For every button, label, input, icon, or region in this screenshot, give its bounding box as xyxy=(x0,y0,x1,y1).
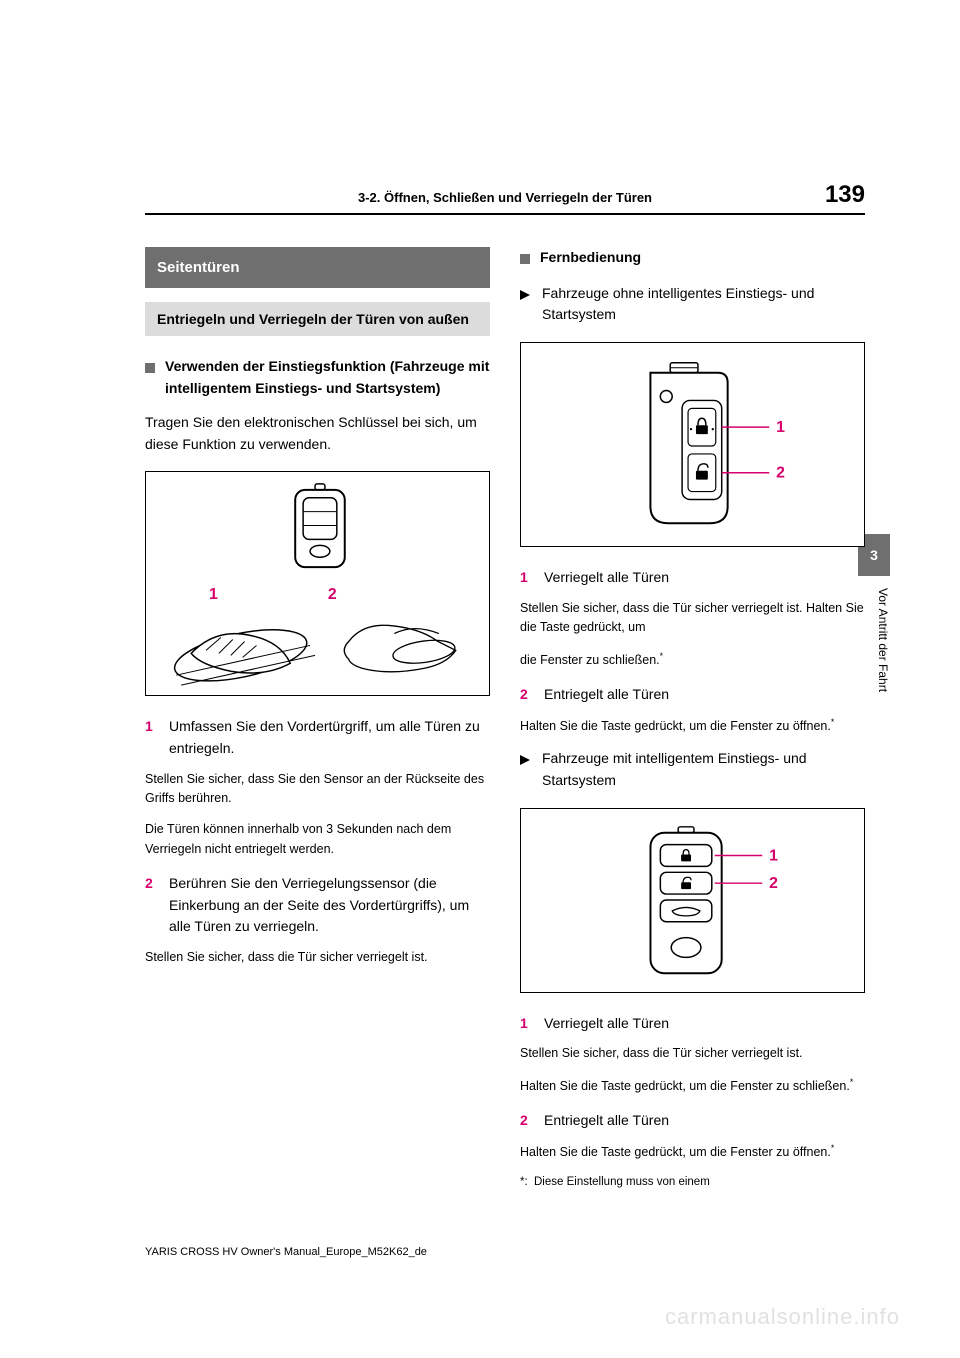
bullet-text: Verwenden der Einstiegsfunktion (Fahrzeu… xyxy=(165,356,490,399)
footnote: *: Diese Einstellung muss von einem xyxy=(520,1174,865,1192)
step-number: 2 xyxy=(145,873,159,938)
step-text: Entriegelt alle Türen xyxy=(544,684,865,706)
step-item: 2 Berühren Sie den Verriegelungssensor (… xyxy=(145,873,490,938)
arrow-bullet-icon xyxy=(520,283,532,326)
figure-marker-1: 1 xyxy=(776,419,785,436)
section-path: 3-2. Öffnen, Schließen und Verriegeln de… xyxy=(145,190,865,205)
content-columns: Seitentüren Entriegeln und Verriegeln de… xyxy=(145,235,865,1198)
chapter-tab-number: 3 xyxy=(870,547,878,563)
note-text: Stellen Sie sicher, dass Sie den Sensor … xyxy=(145,770,490,809)
note-text: Halten Sie die Taste gedrückt, um die Fe… xyxy=(520,1076,865,1097)
subsection-title: Entriegeln und Verriegeln der Türen von … xyxy=(145,302,490,336)
arrow-text: Fahrzeuge mit intelligentem Einstiegs- u… xyxy=(542,748,865,791)
step-text: Verriegelt alle Türen xyxy=(544,567,865,589)
topic-title: Seitentüren xyxy=(145,247,490,288)
footnote-mark: *: xyxy=(520,1174,528,1192)
bullet-text: Fernbedienung xyxy=(540,247,865,271)
step-item: 1 Umfassen Sie den Vordertürgriff, um al… xyxy=(145,716,490,759)
square-bullet-icon xyxy=(520,247,530,271)
left-column: Seitentüren Entriegeln und Verriegeln de… xyxy=(145,235,490,1198)
figure-marker-1: 1 xyxy=(209,586,218,603)
step-number: 2 xyxy=(520,1110,534,1132)
step-item: 2 Entriegelt alle Türen xyxy=(520,1110,865,1132)
step-text: Berühren Sie den Verriegelungssensor (di… xyxy=(169,873,490,938)
arrow-item: Fahrzeuge mit intelligentem Einstiegs- u… xyxy=(520,748,865,791)
note-text: Stellen Sie sicher, dass die Tür sicher … xyxy=(520,599,865,638)
figure-marker-2: 2 xyxy=(769,875,778,892)
step-text: Entriegelt alle Türen xyxy=(544,1110,865,1132)
footer-doc-id: YARIS CROSS HV Owner's Manual_Europe_M52… xyxy=(145,1246,427,1258)
figure-marker-1: 1 xyxy=(769,847,778,864)
right-column: Fernbedienung Fahrzeuge ohne intelligent… xyxy=(520,235,865,1198)
body-text: Tragen Sie den elektronischen Schlüssel … xyxy=(145,412,490,455)
bullet-item: Verwenden der Einstiegsfunktion (Fahrzeu… xyxy=(145,356,490,399)
bullet-item: Fernbedienung xyxy=(520,247,865,271)
note-text: Halten Sie die Taste gedrückt, um die Fe… xyxy=(520,1142,865,1163)
page-number: 139 xyxy=(825,181,865,209)
figure-remote-smart: 1 2 xyxy=(520,808,865,993)
page: 3-2. Öffnen, Schließen und Verriegeln de… xyxy=(0,0,960,1358)
square-bullet-icon xyxy=(145,356,155,399)
note-text: Stellen Sie sicher, dass die Tür sicher … xyxy=(145,948,490,967)
note-text: Stellen Sie sicher, dass die Tür sicher … xyxy=(520,1044,865,1063)
step-item: 1 Verriegelt alle Türen xyxy=(520,1013,865,1035)
step-item: 1 Verriegelt alle Türen xyxy=(520,567,865,589)
page-header: 3-2. Öffnen, Schließen und Verriegeln de… xyxy=(145,190,865,215)
arrow-item: Fahrzeuge ohne intelligentes Einstiegs- … xyxy=(520,283,865,326)
step-item: 2 Entriegelt alle Türen xyxy=(520,684,865,706)
note-text: Halten Sie die Taste gedrückt, um die Fe… xyxy=(520,716,865,737)
note-text: die Fenster zu schließen.* xyxy=(520,650,865,671)
watermark: carmanualsonline.info xyxy=(665,1304,900,1330)
figure-door-handle: 1 2 xyxy=(145,471,490,696)
step-text: Verriegelt alle Türen xyxy=(544,1013,865,1035)
step-text: Umfassen Sie den Vordertürgriff, um alle… xyxy=(169,716,490,759)
chapter-tab-text: Vor Antritt der Fahrt xyxy=(876,588,890,692)
arrow-text: Fahrzeuge ohne intelligentes Einstiegs- … xyxy=(542,283,865,326)
figure-remote-basic: 1 2 xyxy=(520,342,865,547)
figure-marker-2: 2 xyxy=(328,586,337,603)
step-number: 1 xyxy=(520,1013,534,1035)
figure-marker-2: 2 xyxy=(776,465,785,482)
step-number: 2 xyxy=(520,684,534,706)
step-number: 1 xyxy=(520,567,534,589)
footnote-text: Diese Einstellung muss von einem xyxy=(534,1174,865,1192)
note-text: Die Türen können innerhalb von 3 Sekunde… xyxy=(145,820,490,859)
arrow-bullet-icon xyxy=(520,748,532,791)
step-number: 1 xyxy=(145,716,159,759)
